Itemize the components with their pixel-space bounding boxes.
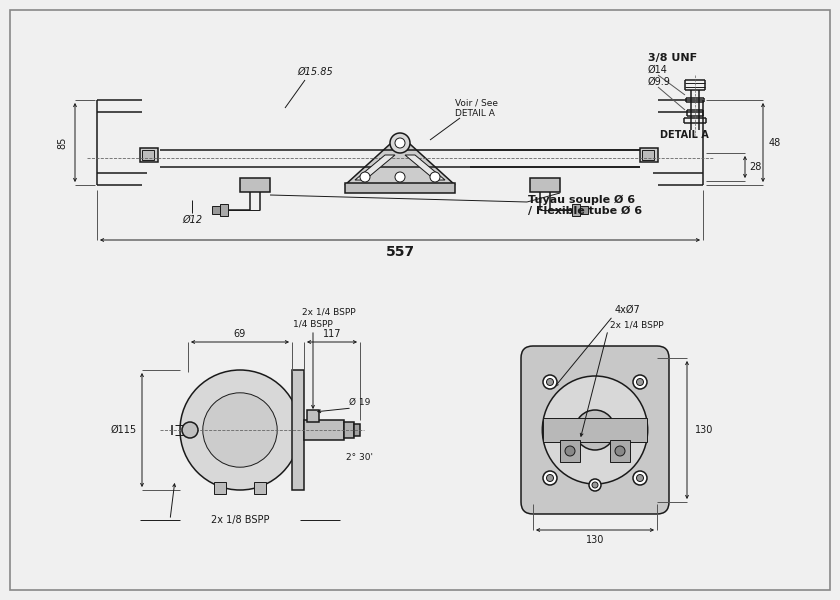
- Text: 48: 48: [769, 137, 781, 148]
- Bar: [610, 440, 630, 462]
- Circle shape: [395, 138, 405, 148]
- Circle shape: [633, 375, 647, 389]
- Bar: [307, 410, 319, 422]
- Bar: [543, 418, 647, 442]
- Bar: [212, 206, 220, 214]
- Bar: [254, 482, 266, 494]
- Bar: [344, 422, 354, 438]
- Text: 2x 1/4 BSPP: 2x 1/4 BSPP: [610, 320, 664, 329]
- Circle shape: [592, 482, 598, 488]
- Circle shape: [637, 475, 643, 481]
- Text: Ø14: Ø14: [648, 65, 668, 75]
- Circle shape: [547, 379, 554, 385]
- Bar: [220, 204, 228, 216]
- Circle shape: [180, 370, 300, 490]
- Circle shape: [390, 133, 410, 153]
- Circle shape: [633, 471, 647, 485]
- Text: Ø15.85: Ø15.85: [297, 67, 333, 77]
- Circle shape: [360, 172, 370, 182]
- Circle shape: [202, 393, 277, 467]
- Text: 85: 85: [57, 136, 67, 149]
- Text: 117: 117: [323, 329, 341, 339]
- Text: Voir / See: Voir / See: [455, 98, 498, 107]
- Bar: [560, 440, 580, 462]
- Text: 28: 28: [748, 162, 761, 172]
- Bar: [304, 420, 344, 440]
- Text: 2° 30': 2° 30': [346, 454, 373, 463]
- Circle shape: [575, 410, 615, 450]
- Text: / Flexible tube Ø 6: / Flexible tube Ø 6: [528, 206, 642, 216]
- Text: 2x 1/8 BSPP: 2x 1/8 BSPP: [211, 515, 270, 525]
- Bar: [292, 370, 304, 490]
- Text: 130: 130: [695, 425, 713, 435]
- Bar: [240, 178, 270, 192]
- Ellipse shape: [543, 376, 648, 484]
- Text: Ø9.9: Ø9.9: [648, 77, 671, 87]
- Bar: [580, 206, 588, 214]
- Bar: [345, 183, 455, 193]
- Text: DETAIL A: DETAIL A: [660, 130, 709, 140]
- Bar: [140, 148, 158, 162]
- Text: Ø115: Ø115: [111, 425, 137, 435]
- Bar: [214, 482, 226, 494]
- Bar: [572, 204, 580, 216]
- Text: DETAIL A: DETAIL A: [455, 109, 495, 118]
- Text: Ø 19: Ø 19: [349, 397, 370, 407]
- Text: 3/8 UNF: 3/8 UNF: [648, 53, 697, 63]
- Circle shape: [565, 446, 575, 456]
- Polygon shape: [355, 155, 395, 180]
- Text: 69: 69: [234, 329, 246, 339]
- FancyBboxPatch shape: [521, 346, 669, 514]
- Bar: [530, 178, 560, 192]
- Circle shape: [589, 479, 601, 491]
- Circle shape: [182, 422, 198, 438]
- Bar: [640, 148, 658, 162]
- Text: 2x 1/4 BSPP: 2x 1/4 BSPP: [302, 307, 356, 317]
- Text: 557: 557: [386, 245, 415, 259]
- Circle shape: [430, 172, 440, 182]
- Circle shape: [543, 471, 557, 485]
- Text: 1/4 BSPP: 1/4 BSPP: [293, 319, 333, 329]
- Circle shape: [543, 375, 557, 389]
- Text: Tuyau souple Ø 6: Tuyau souple Ø 6: [528, 195, 635, 205]
- Text: 130: 130: [585, 535, 604, 545]
- Bar: [642, 150, 654, 160]
- Circle shape: [395, 172, 405, 182]
- Bar: [142, 150, 154, 160]
- Bar: [354, 424, 360, 436]
- Polygon shape: [345, 135, 455, 185]
- Text: 4xØ7: 4xØ7: [615, 305, 641, 315]
- Text: Ø12: Ø12: [182, 215, 202, 225]
- Circle shape: [637, 379, 643, 385]
- Circle shape: [547, 475, 554, 481]
- Circle shape: [615, 446, 625, 456]
- Polygon shape: [405, 155, 445, 180]
